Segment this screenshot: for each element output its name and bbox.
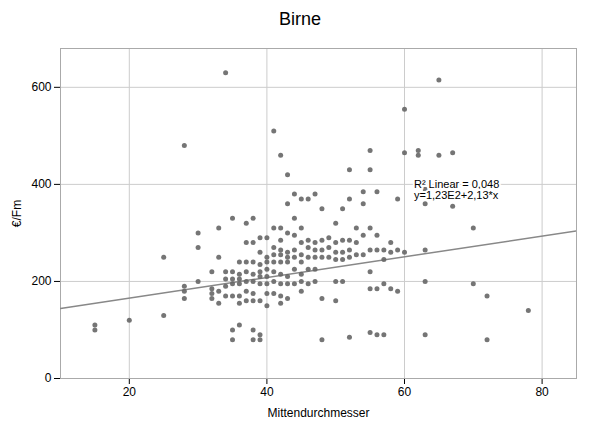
svg-text:400: 400 — [31, 177, 51, 191]
html-text:Birne: Birne — [279, 9, 321, 29]
svg-text:R² Linear = 0,048y=1,23E2+2,13: R² Linear = 0,048y=1,23E2+2,13*x — [414, 178, 499, 201]
svg-text:80: 80 — [535, 385, 549, 399]
svg-text:40: 40 — [260, 385, 274, 399]
svg-text:20: 20 — [123, 385, 137, 399]
svg-text:€/Fm: €/Fm — [10, 200, 24, 227]
svg-text:Mittendurchmesser: Mittendurchmesser — [267, 406, 369, 420]
svg-text:0: 0 — [45, 371, 52, 385]
svg-text:600: 600 — [31, 80, 51, 94]
svg-text:60: 60 — [398, 385, 412, 399]
svg-text:200: 200 — [31, 274, 51, 288]
